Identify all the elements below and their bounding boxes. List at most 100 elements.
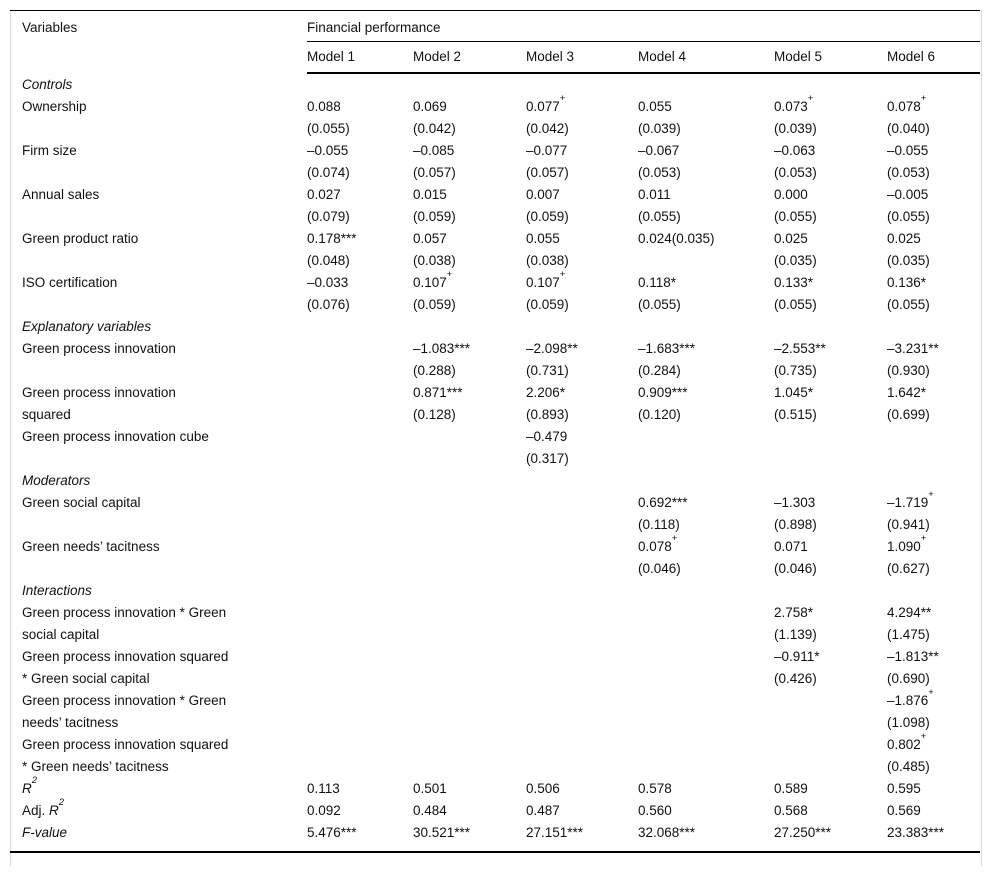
standard-error: (0.042): [413, 121, 456, 136]
standard-error: (0.735): [774, 363, 817, 378]
stat-label-part: 2: [31, 775, 38, 786]
coefficient-value: 0.025: [887, 231, 921, 246]
standard-error: (0.039): [774, 121, 817, 136]
coefficient-cell: 0.027 (0.079): [307, 184, 413, 228]
standard-error: (0.284): [638, 363, 681, 378]
coefficient-value: –1.719+: [887, 489, 934, 510]
standard-error: (0.035): [887, 253, 930, 268]
column-header-model-2: Model 2: [413, 41, 526, 74]
coefficient-cell: [307, 646, 413, 690]
standard-error: (0.055): [307, 121, 350, 136]
row-label-line: * Green needs’ tacitness: [22, 759, 169, 774]
coefficient-value: 0.136*: [887, 275, 927, 290]
coefficient-cell: 0.178*** (0.048): [307, 228, 413, 272]
table-row: ISO certification –0.033 (0.076) 0.107+ (0.0…: [10, 269, 980, 316]
coefficient-cell: [638, 734, 774, 778]
standard-error: (0.120): [638, 407, 681, 422]
standard-error: (0.118): [638, 517, 680, 532]
stat-value-cell: 0.113: [307, 781, 340, 796]
significance-marker: +: [920, 93, 927, 104]
coefficient-cell: 0.107+ (0.059): [413, 270, 526, 316]
stat-value-cell: 0.568: [774, 803, 808, 818]
coefficient-cell: –1.719+ (0.941): [887, 489, 980, 536]
standard-error: (0.074): [307, 165, 350, 180]
coefficient-cell: [638, 602, 774, 646]
stat-value-cell: 23.383***: [887, 825, 945, 840]
significance-marker: +: [559, 269, 566, 280]
stat-value-cell: 32.068***: [638, 825, 696, 840]
coefficient-cell: 0.057 (0.038): [413, 228, 526, 272]
coefficient-cell: 0.011 (0.055): [638, 184, 774, 228]
section-header-row: Moderators: [10, 470, 980, 492]
significance-marker: +: [928, 687, 934, 698]
stat-value-cell: 0.589: [774, 781, 808, 796]
coefficient-value: 4.294**: [887, 605, 932, 620]
coefficient-value: –1.813**: [887, 649, 939, 664]
coefficient-value: 0.073+: [774, 93, 814, 114]
table-row: Green needs’ tacitness 0.078+ (0.046) 0.071…: [10, 533, 980, 580]
coefficient-value: 0.055: [638, 99, 672, 114]
stat-value-cell: 27.250***: [774, 825, 832, 840]
coefficient-cell: 2.758* (1.139): [774, 602, 887, 646]
coefficient-value: 0.909***: [638, 385, 688, 400]
coefficient-cell: 0.024(0.035): [638, 228, 774, 272]
row-label-line: * Green social capital: [22, 671, 150, 686]
coefficient-cell: [638, 646, 774, 690]
coefficient-cell: –0.077 (0.057): [526, 140, 638, 184]
coefficient-cell: –1.683*** (0.284): [638, 338, 774, 382]
standard-error: (0.057): [413, 165, 456, 180]
column-header-model-4: Model 4: [638, 41, 774, 74]
coefficient-cell: 0.015 (0.059): [413, 184, 526, 228]
coefficient-value: –0.077: [526, 143, 568, 158]
coefficient-value: –1.683***: [638, 341, 696, 356]
standard-error: (0.426): [774, 671, 817, 686]
standard-error: (0.059): [413, 209, 456, 224]
coefficient-cell: –0.063 (0.053): [774, 140, 887, 184]
coefficient-cell: [307, 426, 413, 470]
coefficient-value: 0.057: [413, 231, 447, 246]
coefficient-cell: [413, 734, 526, 778]
coefficient-cell: 0.107+ (0.059): [526, 269, 638, 316]
coefficient-value: 0.871***: [413, 385, 463, 400]
coefficient-cell: –0.005 (0.055): [887, 184, 980, 228]
row-label: Green social capital: [10, 492, 307, 536]
standard-error: (0.048): [307, 253, 350, 268]
standard-error: (0.893): [526, 407, 569, 422]
row-label-line: Annual sales: [22, 187, 100, 202]
stat-label: R2: [10, 775, 307, 800]
coefficient-cell: 1.045* (0.515): [774, 382, 887, 426]
coefficient-cell: [526, 492, 638, 536]
coefficient-value: 0.802+: [887, 731, 927, 752]
coefficient-value: 0.011: [638, 187, 671, 202]
stat-row: Adj. R2 0.092 0.484 0.487 0.560 0.568 0.569: [10, 798, 980, 822]
coefficient-value: 0.024(0.035): [638, 231, 715, 246]
table-row: Green social capital 0.692*** (0.118) –1.30…: [10, 489, 980, 536]
coefficient-cell: [413, 646, 526, 690]
coefficient-cell: –3.231** (0.930): [887, 338, 980, 382]
coefficient-cell: 0.692*** (0.118): [638, 492, 774, 536]
coefficient-cell: –0.479 (0.317): [526, 426, 638, 470]
row-label-line: ISO certification: [22, 275, 118, 290]
standard-error: (0.055): [887, 297, 930, 312]
standard-error: (0.055): [638, 209, 681, 224]
standard-error: (0.042): [526, 121, 569, 136]
standard-error: (0.731): [526, 363, 569, 378]
significance-marker: +: [920, 533, 927, 544]
row-label: Green process innovation squared * Green …: [10, 646, 307, 690]
coefficient-cell: [413, 690, 526, 734]
regression-results-table: Variables Financial performance Model 1 …: [10, 10, 981, 853]
section-label: Controls: [22, 77, 73, 92]
coefficient-value: 1.642*: [887, 385, 927, 400]
row-label: Green process innovation: [10, 338, 307, 382]
stat-value-cell: 0.487: [526, 803, 560, 818]
coefficient-cell: –2.553** (0.735): [774, 338, 887, 382]
coefficient-cell: [307, 690, 413, 734]
coefficient-value: 0.133*: [774, 275, 814, 290]
column-header-variables: Variables: [22, 20, 78, 35]
coefficient-cell: [887, 426, 980, 470]
standard-error: (0.046): [638, 561, 681, 576]
standard-error: (0.059): [413, 297, 456, 312]
coefficient-cell: [526, 734, 638, 778]
row-label-line: needs’ tacitness: [22, 715, 119, 730]
